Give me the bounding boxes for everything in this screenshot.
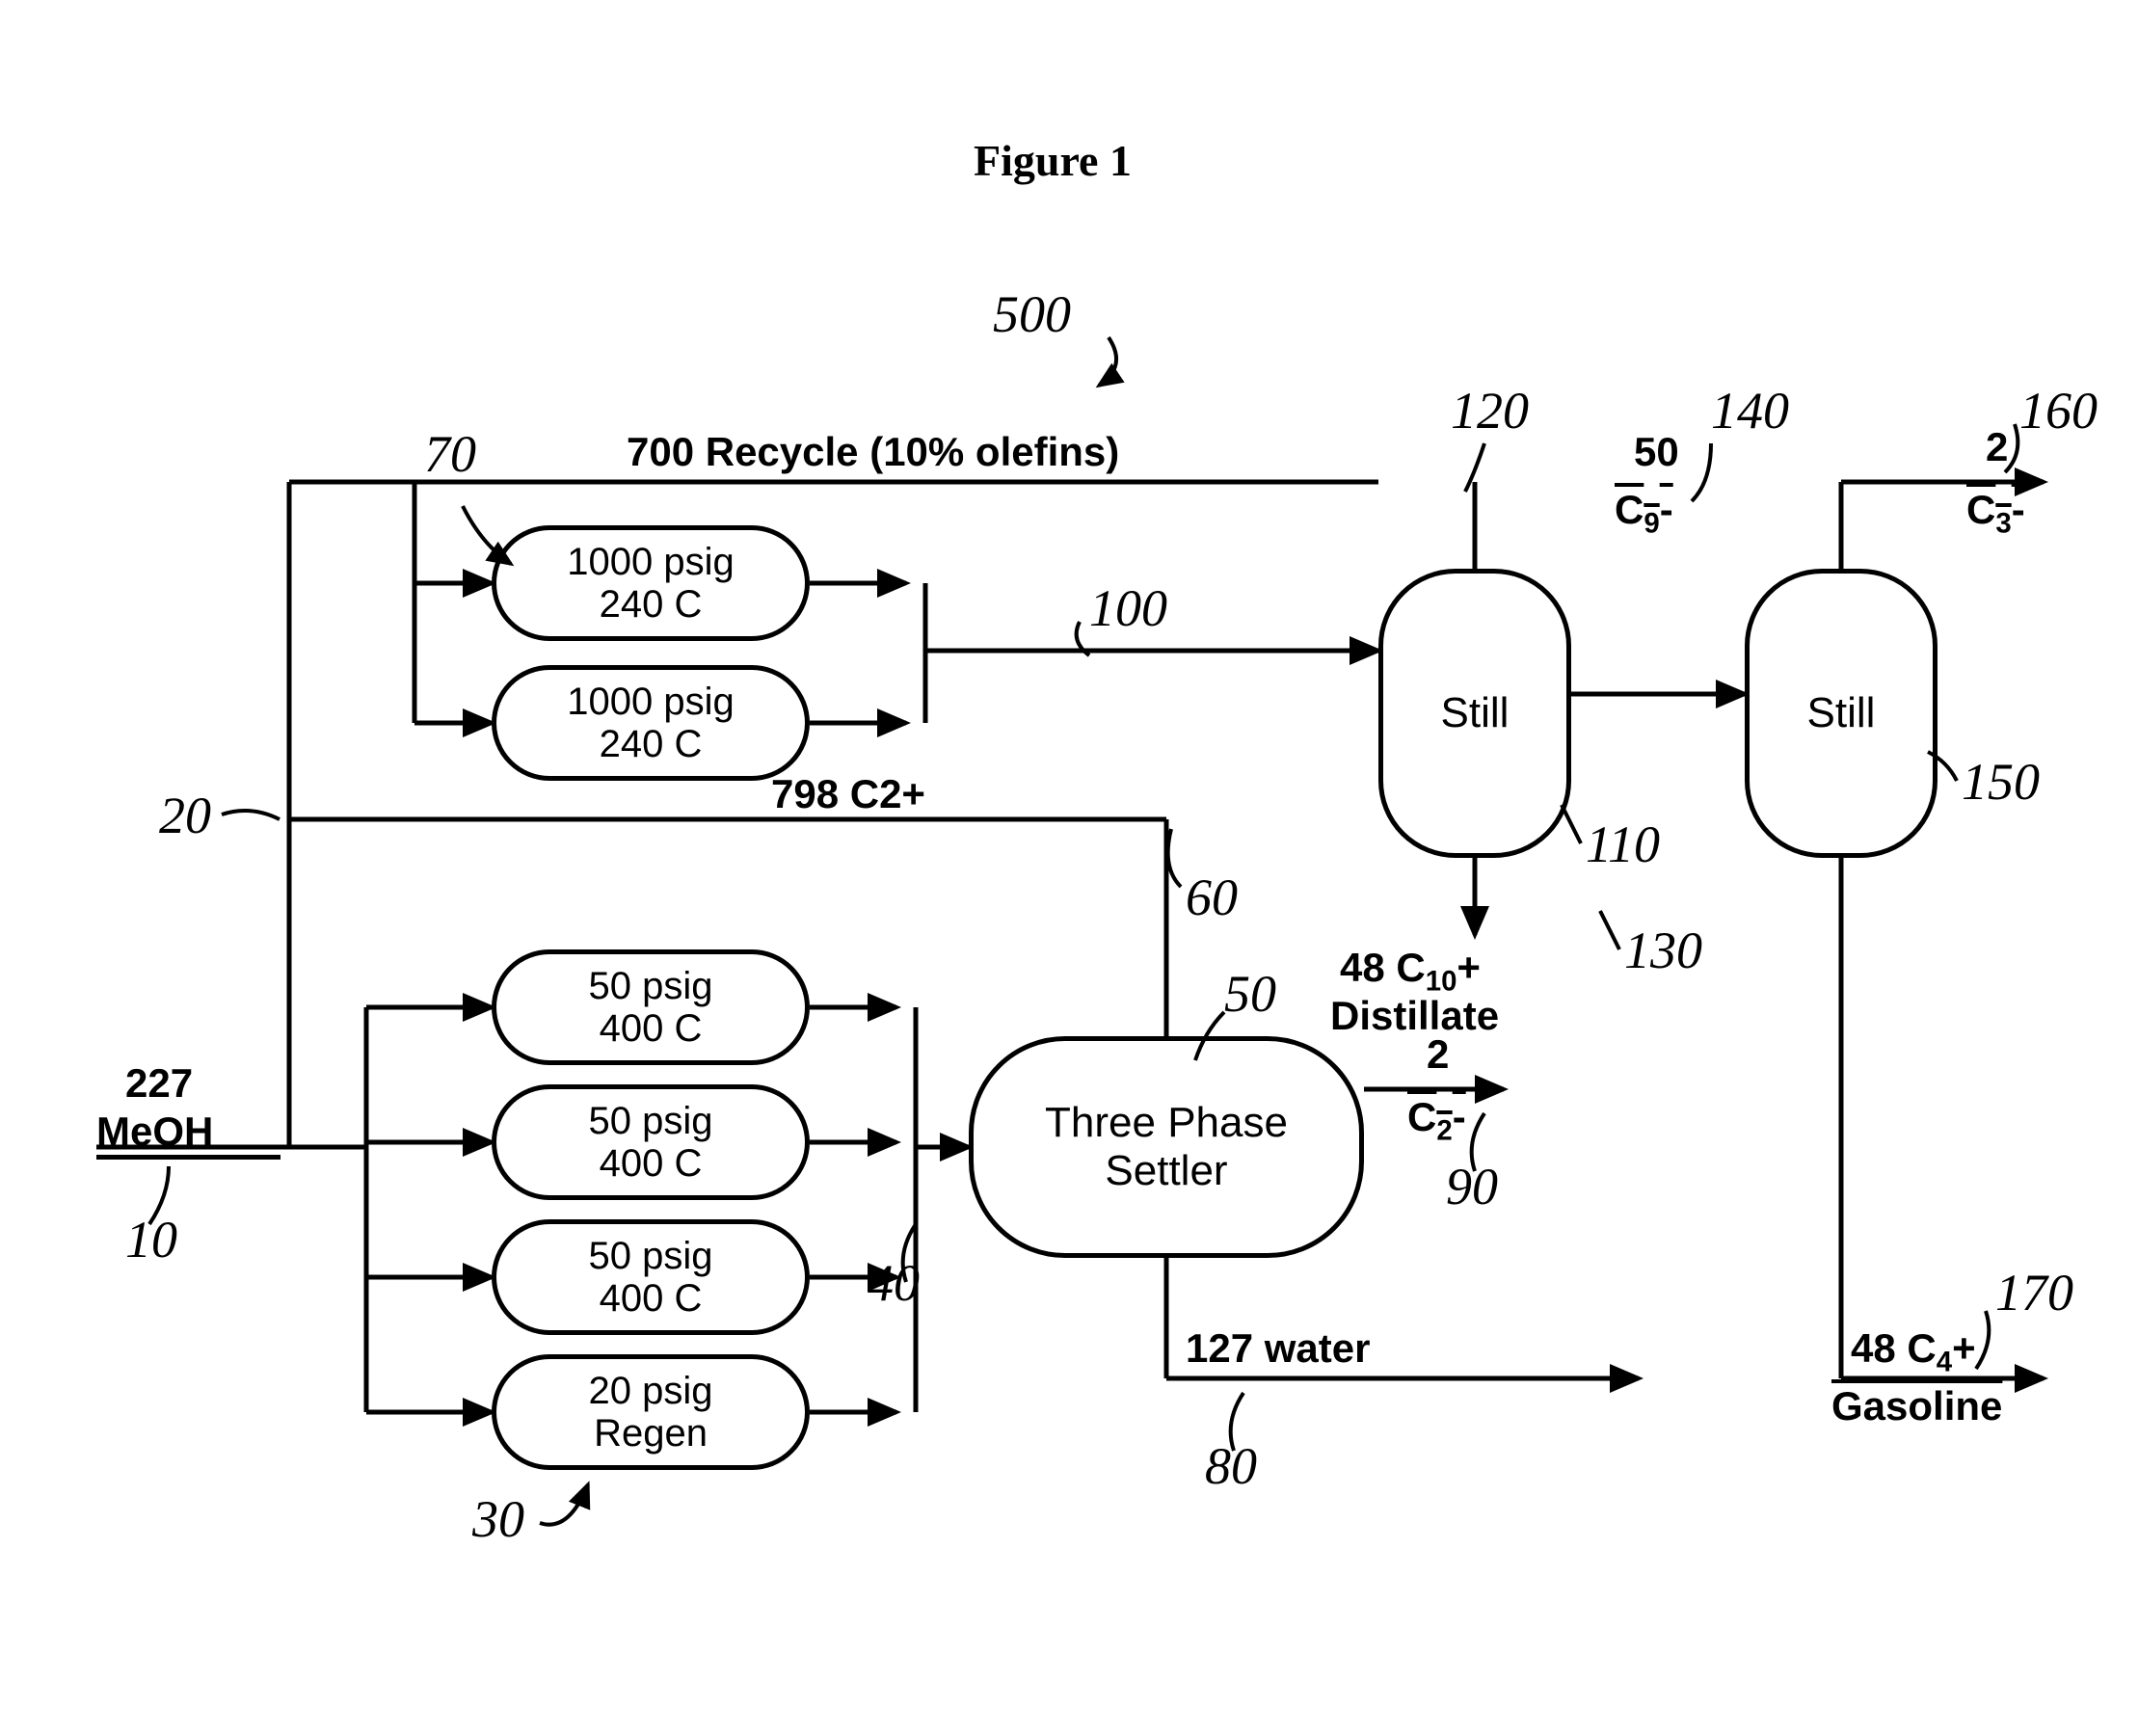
ref-100: 100: [1089, 578, 1167, 638]
gasoline-label: Gasoline: [1831, 1383, 2002, 1429]
settler-line2: Settler: [1105, 1147, 1227, 1195]
still-1: Still: [1378, 569, 1571, 858]
ref-90: 90: [1446, 1157, 1498, 1216]
still-2: Still: [1745, 569, 1938, 858]
c3-label: C3-: [1966, 487, 2025, 540]
reactor-low-1-line1: 50 psig: [589, 965, 713, 1007]
ref-150: 150: [1962, 752, 2040, 812]
ref-170: 170: [1995, 1263, 2073, 1322]
ref-50: 50: [1224, 964, 1276, 1024]
c10-label: 48 C10+: [1340, 945, 1481, 998]
ref-110: 110: [1586, 815, 1660, 874]
reactor-high-1-line1: 1000 psig: [567, 541, 734, 583]
ref-70: 70: [424, 424, 476, 484]
reactor-low-1-line2: 400 C: [600, 1007, 703, 1050]
reactor-low-3-line2: 400 C: [600, 1277, 703, 1320]
ref-30: 30: [472, 1489, 524, 1549]
reactor-regen-line1: 20 psig: [589, 1370, 713, 1412]
ref-140: 140: [1711, 381, 1789, 441]
flow-arrows: [0, 0, 2138, 1736]
c4-label: 48 C4+: [1851, 1325, 1976, 1378]
meoh-value: 227: [125, 1060, 193, 1107]
c2-label: C2-: [1407, 1094, 1466, 1147]
reactor-regen-line2: Regen: [594, 1412, 708, 1455]
reactor-low-3: 50 psig 400 C: [492, 1219, 810, 1335]
figure-title: Figure 1: [974, 135, 1132, 186]
meoh-label: MeOH: [96, 1108, 281, 1160]
reactor-low-2: 50 psig 400 C: [492, 1084, 810, 1200]
c2plus-label: 798 C2+: [771, 771, 925, 817]
still-2-label: Still: [1807, 689, 1876, 737]
reactor-low-2-line2: 400 C: [600, 1142, 703, 1185]
c9-value: 50: [1634, 429, 1679, 475]
recycle-label: 700 Recycle (10% olefins): [627, 429, 1119, 475]
ref-120: 120: [1451, 381, 1529, 441]
three-phase-settler: Three Phase Settler: [969, 1036, 1364, 1258]
c2-value: 2: [1427, 1031, 1449, 1078]
reactor-high-2-line2: 240 C: [600, 723, 703, 765]
reactor-high-1-line2: 240 C: [600, 583, 703, 626]
reactor-low-2-line1: 50 psig: [589, 1100, 713, 1142]
water-label: 127 water: [1186, 1325, 1370, 1372]
ref-40: 40: [868, 1253, 920, 1313]
reactor-low-1: 50 psig 400 C: [492, 949, 810, 1065]
c3-value: 2: [1986, 424, 2008, 470]
reactor-low-3-line1: 50 psig: [589, 1235, 713, 1277]
ref-500: 500: [993, 284, 1071, 344]
reactor-high-2-line1: 1000 psig: [567, 681, 734, 723]
reactor-high-1: 1000 psig 240 C: [492, 525, 810, 641]
ref-80: 80: [1205, 1436, 1257, 1496]
ref-20: 20: [159, 786, 211, 845]
ref-60: 60: [1186, 868, 1238, 927]
settler-line1: Three Phase: [1045, 1099, 1288, 1147]
ref-10: 10: [125, 1210, 177, 1269]
distillate-label: Distillate: [1330, 993, 1499, 1039]
c9-label: C9-: [1615, 487, 1673, 540]
ref-160: 160: [2019, 381, 2098, 441]
ref-130: 130: [1624, 921, 1702, 980]
still-1-label: Still: [1441, 689, 1510, 737]
reactor-high-2: 1000 psig 240 C: [492, 665, 810, 781]
reactor-regen: 20 psig Regen: [492, 1354, 810, 1470]
